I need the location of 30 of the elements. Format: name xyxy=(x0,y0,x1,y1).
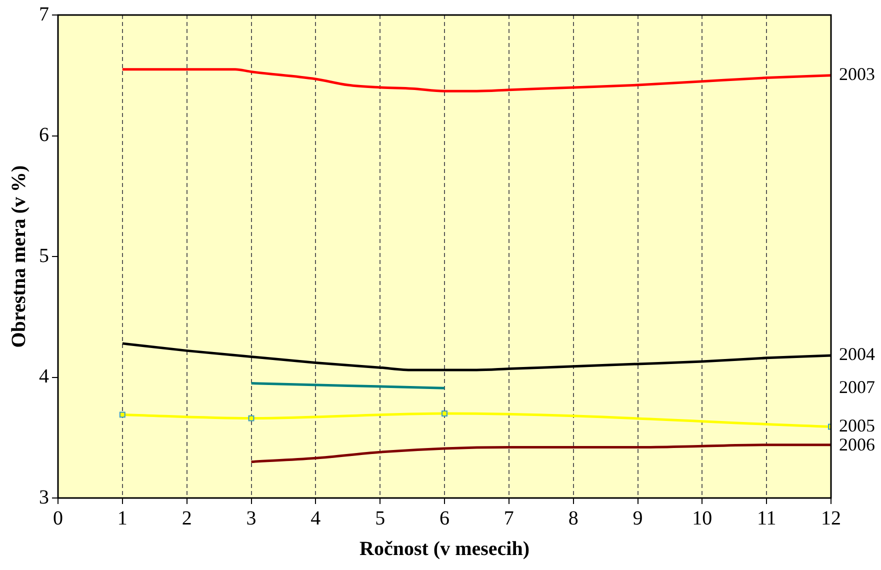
y-tick-label: 4 xyxy=(39,366,49,388)
line-series xyxy=(121,68,831,92)
line-series xyxy=(250,444,831,464)
x-tick-label: 9 xyxy=(632,507,643,530)
series-label: 2004 xyxy=(839,344,875,364)
series-label: 2005 xyxy=(839,415,875,436)
x-tick-label: 6 xyxy=(440,507,450,530)
x-tick-label: 5 xyxy=(375,507,386,530)
series-label: 2006 xyxy=(839,434,875,454)
x-tick-label: 8 xyxy=(568,507,578,530)
x-tick-label: 4 xyxy=(310,507,321,530)
y-tick-label: 3 xyxy=(39,486,49,508)
y-tick-label: 5 xyxy=(39,244,49,267)
x-tick-label: 12 xyxy=(821,507,841,530)
y-axis-title: Obrestna mera (v %) xyxy=(8,165,30,348)
text: 2007 xyxy=(839,376,875,397)
x-tick-label: 11 xyxy=(756,507,776,530)
x-tick-label: 3 xyxy=(246,507,256,530)
series-label: 2003 xyxy=(839,64,875,84)
x-tick-label: 2 xyxy=(182,507,192,530)
point xyxy=(442,410,448,416)
y-tick-label: 7 xyxy=(39,3,49,26)
x-tick-label: 1 xyxy=(117,507,128,530)
y-tick-label: 6 xyxy=(39,124,49,146)
point xyxy=(248,415,254,422)
x-tick-label: 10 xyxy=(692,507,712,530)
x-axis-title: Ročnost (v mesecih) xyxy=(360,538,530,560)
x-tick-label: 7 xyxy=(504,507,514,530)
point xyxy=(119,412,126,418)
x-tick-label: 0 xyxy=(53,507,63,530)
